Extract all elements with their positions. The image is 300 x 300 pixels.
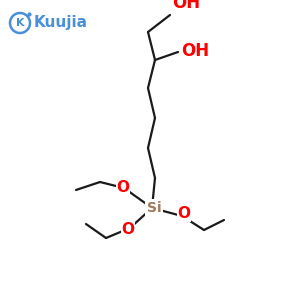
- Text: Kuujia: Kuujia: [34, 14, 88, 29]
- Text: O: O: [116, 179, 130, 194]
- Text: Si: Si: [147, 201, 161, 215]
- Text: K: K: [16, 18, 24, 28]
- Text: OH: OH: [181, 42, 209, 60]
- Text: OH: OH: [172, 0, 200, 12]
- Text: O: O: [122, 221, 134, 236]
- Text: O: O: [178, 206, 190, 221]
